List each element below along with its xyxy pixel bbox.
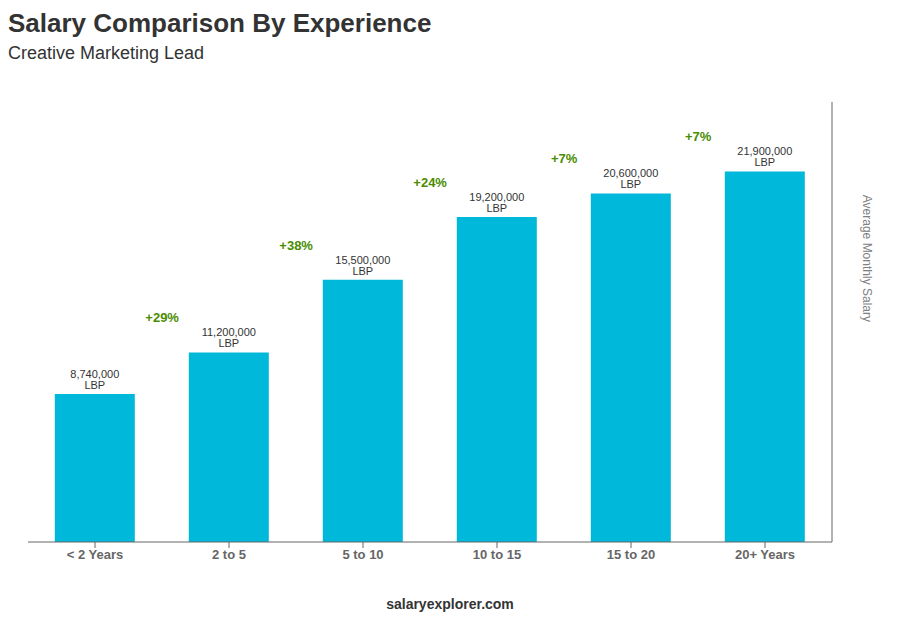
- html-text:salaryexplorer.com: salaryexplorer.com: [386, 596, 514, 612]
- svg-text:+29%: +29%: [145, 310, 179, 325]
- svg-text:5 to 10: 5 to 10: [342, 547, 383, 562]
- html-text:Creative Marketing Lead: Creative Marketing Lead: [8, 43, 205, 63]
- svg-text:2 to 5: 2 to 5: [212, 547, 246, 562]
- svg-text:15,500,000LBP: 15,500,000LBP: [335, 254, 390, 277]
- svg-text:8,740,000LBP: 8,740,000LBP: [70, 368, 119, 391]
- svg-text:+24%: +24%: [413, 175, 447, 190]
- svg-text:15 to 20: 15 to 20: [607, 547, 655, 562]
- svg-text:< 2 Years: < 2 Years: [67, 547, 124, 562]
- svg-text:+7%: +7%: [685, 129, 712, 144]
- svg-text:20,600,000LBP: 20,600,000LBP: [603, 167, 658, 190]
- svg-text:Average Monthly Salary: Average Monthly Salary: [860, 195, 874, 322]
- html-text:Salary Comparison By Experienc: Salary Comparison By Experience: [8, 8, 432, 38]
- svg-text:+7%: +7%: [551, 151, 578, 166]
- svg-text:20+ Years: 20+ Years: [735, 547, 795, 562]
- svg-text:21,900,000LBP: 21,900,000LBP: [737, 145, 792, 168]
- svg-text:10 to 15: 10 to 15: [473, 547, 521, 562]
- svg-text:11,200,000LBP: 11,200,000LBP: [202, 326, 256, 349]
- svg-text:+38%: +38%: [279, 238, 313, 253]
- svg-text:19,200,000LBP: 19,200,000LBP: [469, 191, 524, 214]
